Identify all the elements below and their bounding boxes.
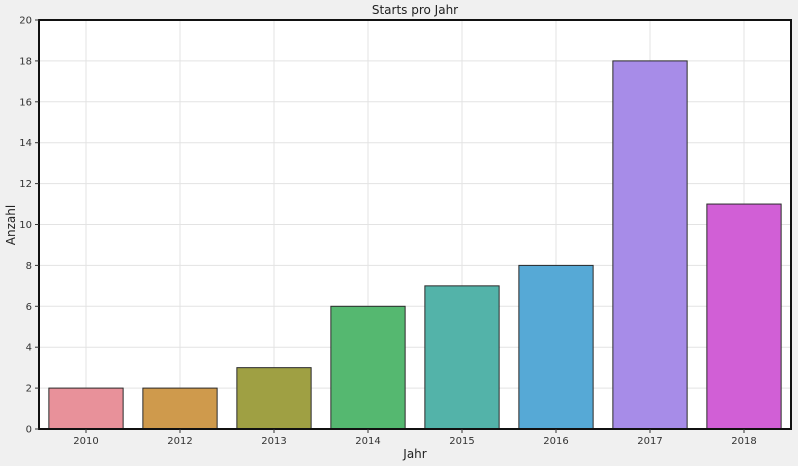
y-tick-label: 18 [19, 56, 32, 67]
y-tick-label: 12 [19, 179, 32, 190]
bar-2018 [706, 203, 782, 430]
bar-2013 [236, 367, 312, 430]
y-tick-label: 2 [26, 384, 32, 395]
bar-2010 [48, 387, 124, 430]
y-tick-label: 16 [19, 97, 32, 108]
y-axis-label: Anzahl [4, 205, 18, 245]
x-tick-label: 2010 [73, 436, 98, 447]
x-tick-label: 2012 [167, 436, 192, 447]
y-tick-label: 0 [26, 425, 32, 436]
y-axis-ticks: 0 2 4 6 8 10 12 14 16 18 20 [19, 16, 39, 436]
x-tick-label: 2017 [637, 436, 662, 447]
x-tick-label: 2015 [449, 436, 474, 447]
x-tick-label: 2014 [355, 436, 380, 447]
bar-2015 [424, 285, 500, 430]
x-tick-label: 2016 [543, 436, 568, 447]
y-tick-label: 20 [19, 16, 32, 27]
bar-2012 [142, 387, 218, 430]
bar-2016 [518, 264, 594, 430]
x-tick-label: 2018 [731, 436, 756, 447]
bars [48, 60, 782, 430]
y-tick-label: 4 [26, 343, 32, 354]
y-tick-label: 6 [26, 302, 32, 313]
x-axis-label: Jahr [402, 447, 426, 461]
bar-2014 [330, 305, 406, 430]
y-tick-label: 10 [19, 220, 32, 231]
x-tick-label: 2013 [261, 436, 286, 447]
bar-2017 [612, 60, 688, 430]
y-tick-label: 14 [19, 138, 32, 149]
chart-title: Starts pro Jahr [372, 3, 458, 17]
x-axis-ticks: 2010 2012 2013 2014 2015 2016 2017 2018 [73, 429, 757, 447]
y-tick-label: 8 [26, 261, 32, 272]
